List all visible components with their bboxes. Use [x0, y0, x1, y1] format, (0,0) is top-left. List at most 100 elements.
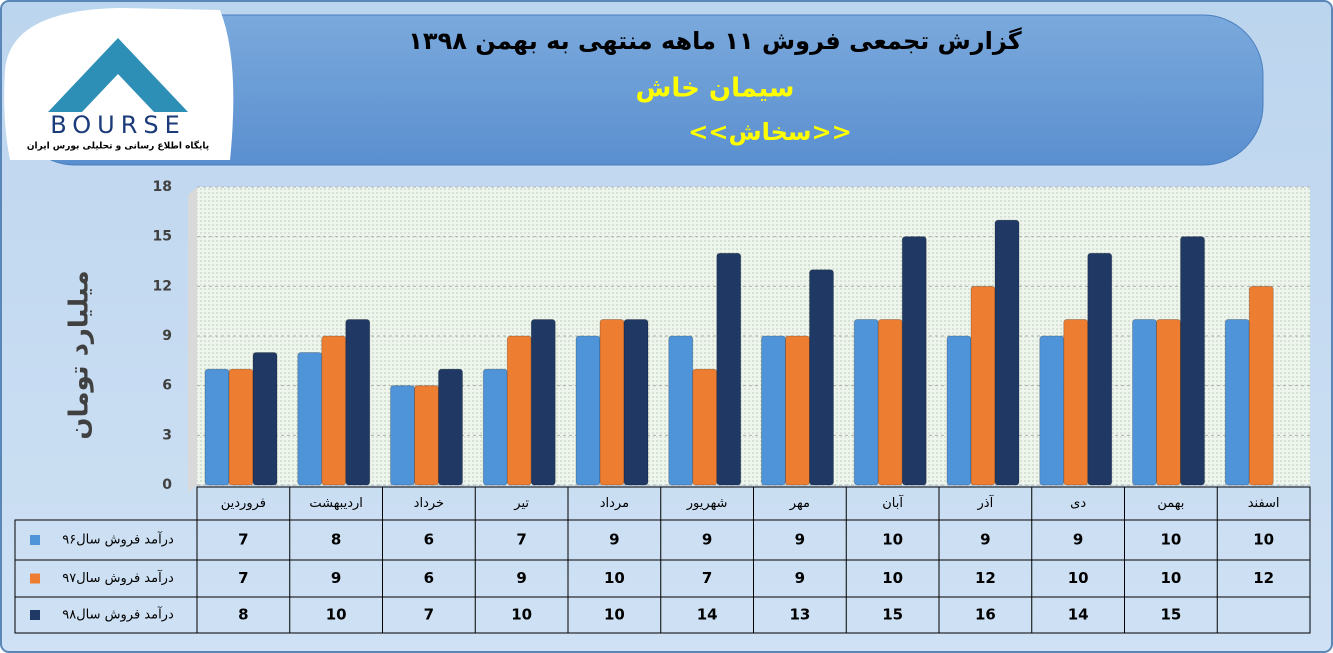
table-cell: 10 — [1160, 569, 1181, 587]
table-cell: 14 — [697, 606, 718, 624]
bar — [901, 236, 927, 486]
x-tick-label: آبان — [882, 494, 904, 511]
table-cell: 7 — [516, 531, 526, 549]
table-cell: 10 — [882, 531, 903, 549]
table-cell: 7 — [424, 606, 434, 624]
bar — [1039, 335, 1065, 486]
x-tick-label: بهمن — [1157, 496, 1184, 511]
x-tick-label: دی — [1070, 496, 1086, 511]
y-axis-label: میلیارد تومان — [65, 270, 95, 439]
bar — [716, 252, 742, 486]
y-tick-label: 3 — [162, 427, 172, 443]
bar — [530, 319, 556, 486]
table-cell: 9 — [516, 569, 526, 587]
bar — [1132, 319, 1157, 486]
table-cell: 10 — [326, 606, 347, 624]
legend-label: درآمد فروش سال۹۶ — [62, 531, 174, 548]
legend-label: درآمد فروش سال۹۷ — [62, 569, 174, 586]
bar — [1180, 236, 1205, 486]
y-tick-label: 9 — [162, 328, 172, 344]
bar — [1224, 319, 1250, 486]
y-tick-label: 12 — [153, 278, 172, 294]
bar — [228, 368, 254, 486]
bar — [994, 219, 1020, 486]
bar — [853, 319, 879, 486]
logo-tagline: پایگاه اطلاع رسانی و تحلیلی بورس ایران — [27, 140, 209, 152]
bar — [946, 335, 972, 486]
x-tick-label: خرداد — [414, 496, 444, 511]
legend-swatch — [30, 535, 40, 545]
bar — [599, 319, 625, 486]
legend-swatch — [30, 573, 40, 584]
bar — [1063, 319, 1089, 486]
table-cell: 9 — [1073, 531, 1083, 549]
table-cell: 15 — [882, 606, 903, 624]
chart-subtitle: سیمان خاش — [636, 74, 795, 104]
table-cell: 10 — [882, 569, 903, 587]
legend-swatch — [30, 610, 40, 620]
table-cell: 16 — [975, 606, 996, 624]
x-tick-label: آذر — [977, 494, 995, 511]
bar — [252, 352, 278, 486]
table-cell: 8 — [238, 606, 248, 624]
bar — [575, 335, 601, 486]
bar — [438, 368, 463, 486]
bar — [668, 335, 694, 486]
chart-title: گزارش تجمعی فروش ۱۱ ماهه منتهی به بهمن ۱… — [408, 27, 1021, 55]
table-cell: 12 — [1253, 569, 1274, 587]
bar — [1087, 252, 1113, 486]
bar — [482, 368, 508, 486]
table-cell: 7 — [238, 531, 248, 549]
table-cell: 10 — [1253, 531, 1274, 549]
bar — [809, 269, 834, 486]
bar — [321, 335, 347, 486]
y-tick-label: 18 — [153, 179, 172, 195]
bar — [970, 285, 996, 486]
bar — [1248, 285, 1274, 486]
y-tick-label: 0 — [162, 477, 172, 493]
bar — [204, 368, 230, 486]
bar — [414, 385, 439, 486]
bar — [785, 335, 810, 486]
table-cell: 9 — [980, 531, 990, 549]
y-tick-label: 15 — [153, 229, 172, 245]
x-tick-label: فروردین — [221, 496, 266, 511]
bar — [1156, 319, 1181, 486]
bar — [345, 319, 371, 486]
table-cell: 10 — [604, 606, 625, 624]
bar — [506, 335, 532, 486]
logo-bg — [4, 8, 234, 160]
table-cell: 10 — [511, 606, 532, 624]
side-wall — [188, 187, 197, 493]
y-tick-label: 6 — [162, 378, 172, 394]
bar — [390, 385, 415, 486]
x-tick-label: مهر — [789, 496, 810, 511]
logo-brand: BOURSE — [50, 111, 186, 139]
table-cell: 7 — [238, 569, 248, 587]
x-tick-label: اسفند — [1248, 496, 1280, 511]
bar — [623, 319, 649, 486]
table-cell: 9 — [795, 569, 805, 587]
table-cell: 9 — [331, 569, 341, 587]
plot-area — [197, 187, 1310, 485]
logo-shape — [48, 38, 188, 112]
table-cell: 9 — [795, 531, 805, 549]
x-tick-label: مرداد — [600, 496, 629, 511]
table-cell: 8 — [331, 531, 341, 549]
bar — [692, 368, 718, 486]
table-cell: 9 — [702, 531, 712, 549]
bar — [877, 319, 903, 486]
table-cell: 13 — [789, 606, 810, 624]
table-cell: 6 — [424, 531, 434, 549]
table-cell: 15 — [1160, 606, 1181, 624]
x-tick-label: تیر — [513, 496, 529, 511]
table-cell: 14 — [1068, 606, 1089, 624]
table-cell: 6 — [424, 569, 434, 587]
table-cell: 10 — [1068, 569, 1089, 587]
table-cell: 10 — [604, 569, 625, 587]
table-cell: 12 — [975, 569, 996, 587]
bar — [297, 352, 323, 486]
table-cell: 10 — [1160, 531, 1181, 549]
bar — [761, 335, 786, 486]
